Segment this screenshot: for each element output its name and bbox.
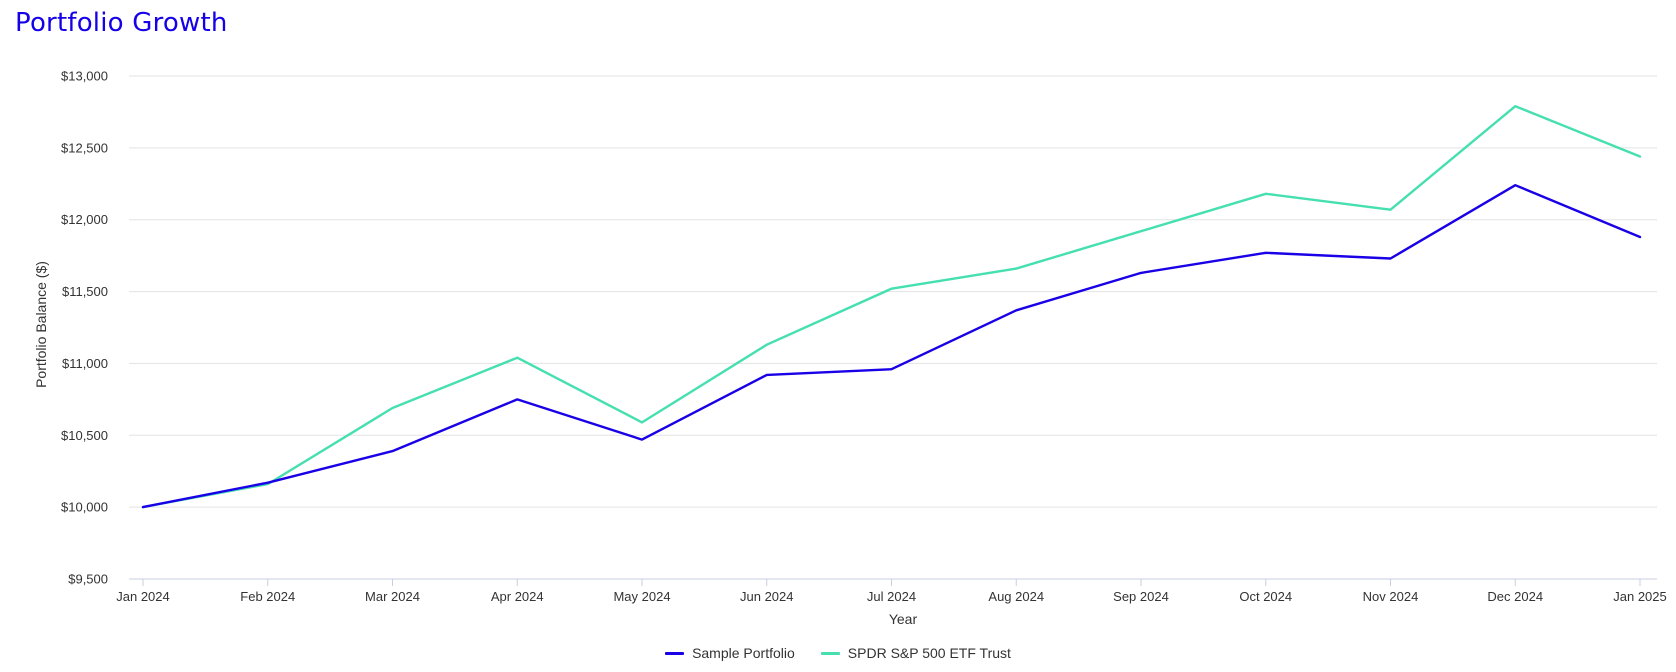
- x-tick-label: Dec 2024: [1487, 589, 1543, 604]
- x-axis-title: Year: [889, 611, 918, 627]
- legend-swatch: [820, 651, 840, 655]
- y-tick-label: $11,000: [62, 356, 108, 371]
- legend-swatch: [665, 651, 685, 655]
- series-line: [141, 183, 1642, 509]
- series-line: [141, 104, 1642, 509]
- legend-item[interactable]: SPDR S&P 500 ETF Trust: [820, 645, 1011, 661]
- y-axis: $9,500 $10,000 $10,500 $11,000 $11,500 $12,00…: [61, 69, 108, 587]
- y-tick-label: $13,000: [61, 69, 108, 84]
- line-chart: Jan 2024 Feb 2024 Mar 2024 Apr 2024 May 2024…: [33, 69, 1667, 628]
- legend-label: SPDR S&P 500 ETF Trust: [847, 645, 1011, 661]
- y-tick-label: $12,000: [61, 212, 108, 227]
- legend-label: Sample Portfolio: [692, 645, 795, 661]
- x-tick-label: Jul 2024: [867, 589, 916, 604]
- x-tick-label: May 2024: [613, 589, 670, 604]
- x-tick-label: Sep 2024: [1113, 589, 1169, 604]
- x-tick-label: Oct 2024: [1239, 589, 1292, 604]
- legend-item[interactable]: Sample Portfolio: [665, 645, 795, 661]
- x-axis: Jan 2024 Feb 2024 Mar 2024 Apr 2024 May 2024…: [116, 578, 1667, 604]
- y-tick-label: $9,500: [68, 572, 108, 587]
- y-tick-label: $11,500: [62, 284, 108, 299]
- y-tick-label: $12,500: [61, 140, 108, 155]
- y-tick-label: $10,500: [61, 428, 108, 443]
- chart-title: Portfolio Growth: [15, 8, 228, 38]
- x-tick-label: Aug 2024: [988, 589, 1044, 604]
- x-tick-label: Apr 2024: [491, 589, 544, 604]
- x-tick-label: Nov 2024: [1363, 589, 1419, 604]
- x-tick-label: Feb 2024: [240, 589, 295, 604]
- x-tick-label: Jun 2024: [740, 589, 794, 604]
- legend: Sample Portfolio SPDR S&P 500 ETF Trust: [0, 645, 1676, 661]
- x-tick-label: Mar 2024: [365, 589, 420, 604]
- gridlines: [129, 75, 1657, 508]
- series-lines: [141, 104, 1642, 509]
- x-tick-label: Jan 2025: [1613, 589, 1667, 604]
- x-tick-label: Jan 2024: [116, 589, 170, 604]
- y-axis-title: Portfolio Balance ($): [33, 261, 49, 388]
- y-tick-label: $10,000: [61, 500, 108, 515]
